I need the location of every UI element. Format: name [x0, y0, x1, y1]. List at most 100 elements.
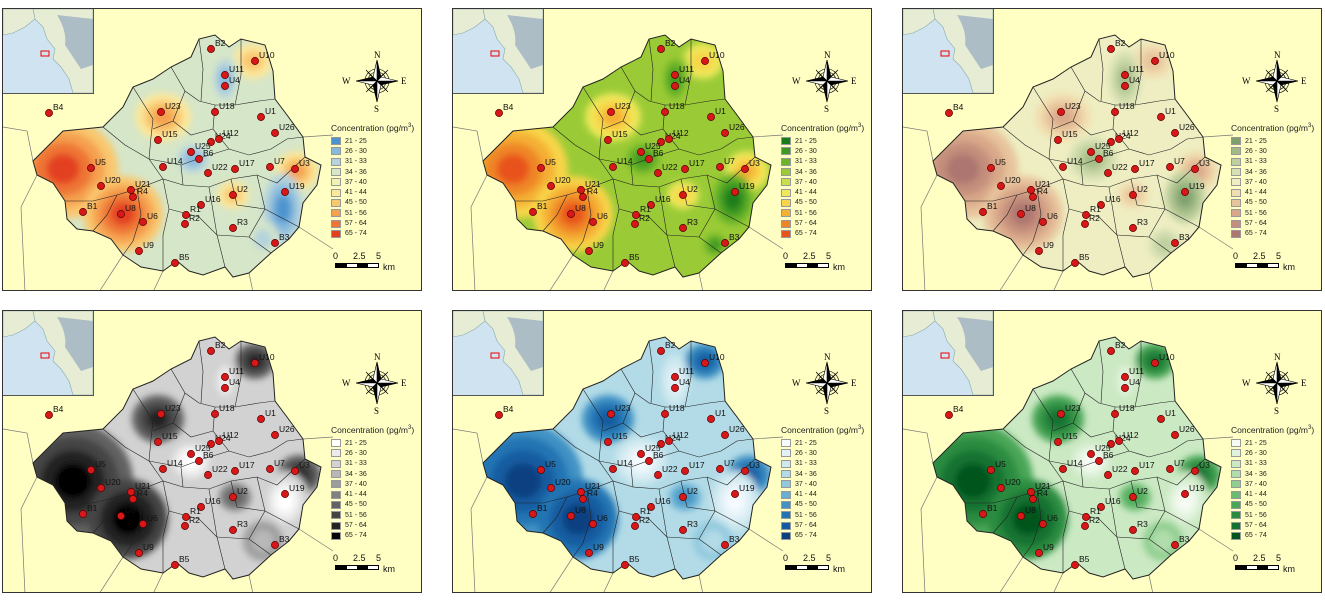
station-marker	[632, 211, 640, 219]
legend-label: 21 - 25	[795, 137, 817, 145]
station-label: U1	[265, 106, 276, 116]
station-label: U19	[739, 483, 755, 493]
legend-item: 37 - 40	[331, 177, 421, 187]
station-label: R1	[640, 506, 651, 516]
station-label: U4	[229, 75, 240, 85]
legend-label: 65 - 74	[1245, 532, 1267, 540]
station-marker	[281, 188, 289, 196]
station-marker	[207, 45, 215, 53]
station-marker	[579, 193, 587, 201]
legend-label: 45 - 50	[345, 199, 367, 207]
station-label: B3	[729, 232, 740, 242]
station-marker	[204, 169, 212, 177]
concentration-legend: Concentration (pg/m3) 21 - 25 26 - 30 31 - …	[331, 425, 421, 541]
station-marker	[1027, 488, 1035, 496]
station-label: U10	[259, 352, 275, 362]
station-label: U7	[1174, 458, 1185, 468]
station-label: U17	[1139, 460, 1155, 470]
station-marker	[229, 224, 237, 232]
legend-label: 37 - 40	[1245, 178, 1267, 186]
legend-swatch	[781, 480, 791, 489]
legend-item: 26 - 30	[1231, 146, 1321, 156]
legend-item: 34 - 36	[1231, 469, 1321, 479]
compass-s: S	[1274, 406, 1279, 415]
station-marker	[1171, 129, 1179, 137]
station-label: U21	[1035, 481, 1051, 491]
scale-mid: 2.5	[803, 553, 816, 563]
station-marker	[211, 108, 219, 116]
legend-swatch	[331, 480, 341, 489]
station-marker	[1157, 113, 1165, 121]
compass-s: S	[824, 406, 829, 415]
station-marker	[87, 164, 95, 172]
station-marker	[1107, 45, 1115, 53]
legend-label: 26 - 30	[345, 147, 367, 155]
legend-item: 45 - 50	[1231, 198, 1321, 208]
legend-swatch	[331, 459, 341, 468]
station-label: U20	[555, 175, 571, 185]
legend-label: 37 - 40	[345, 178, 367, 186]
station-label: U8	[1025, 505, 1036, 515]
station-label: U2	[237, 184, 248, 194]
legend-label: 57 - 64	[1245, 220, 1267, 228]
station-label: U1	[1165, 106, 1176, 116]
locator-inset	[3, 311, 94, 396]
station-marker	[1104, 169, 1112, 177]
scale-bar: 0 2.5 5 km	[1233, 251, 1321, 272]
compass-s: S	[824, 104, 829, 113]
station-label: R4	[1037, 186, 1048, 196]
legend-item: 65 - 74	[781, 229, 871, 239]
legend-swatch	[781, 459, 791, 468]
station-label: U11	[679, 366, 694, 376]
station-marker	[1081, 220, 1089, 228]
station-marker	[291, 165, 299, 173]
station-label: R3	[1137, 217, 1148, 227]
legend-label: 45 - 50	[1245, 199, 1267, 207]
station-marker	[681, 165, 689, 173]
station-marker	[607, 108, 615, 116]
station-marker	[1131, 467, 1139, 475]
legend-label: 37 - 40	[795, 178, 817, 186]
legend-label: 37 - 40	[795, 480, 817, 488]
station-label: U12	[1123, 128, 1139, 138]
compass-n: N	[374, 352, 381, 362]
station-marker	[1111, 410, 1119, 418]
scale-end: 5	[1276, 251, 1282, 261]
station-label: U5	[545, 459, 556, 469]
legend-label: 41 - 44	[1245, 189, 1267, 197]
legend-label: 21 - 25	[1245, 137, 1267, 145]
station-marker	[657, 440, 665, 448]
legend-swatch	[781, 198, 791, 207]
legend-label: 31 - 33	[1245, 460, 1267, 468]
compass-w: W	[342, 76, 351, 86]
station-marker	[567, 512, 575, 520]
station-marker	[127, 186, 135, 194]
legend-item: 41 - 44	[1231, 489, 1321, 499]
seoul-boundary	[932, 336, 1222, 580]
station-marker	[45, 109, 53, 117]
station-label: U23	[615, 403, 631, 413]
station-label: U4	[679, 377, 690, 387]
station-label: U21	[585, 179, 601, 189]
station-label: U20	[1005, 175, 1021, 185]
station-label: B1	[537, 201, 548, 211]
scale-mid: 2.5	[353, 553, 366, 563]
station-marker	[1054, 438, 1062, 446]
scale-unit: km	[383, 262, 395, 272]
legend-swatch	[781, 490, 791, 499]
scale-unit: km	[1283, 262, 1295, 272]
station-label: U22	[1112, 464, 1128, 474]
station-marker	[229, 493, 237, 501]
station-label: U8	[575, 505, 586, 515]
station-label: U17	[239, 460, 255, 470]
station-marker	[1059, 465, 1067, 473]
seoul-boundary	[32, 336, 322, 580]
station-label: U20	[555, 477, 571, 487]
station-label: B3	[279, 232, 290, 242]
legend-swatch	[781, 219, 791, 228]
station-marker	[1039, 520, 1047, 528]
station-label: U12	[223, 430, 239, 440]
legend-label: 65 - 74	[345, 230, 367, 238]
station-marker	[79, 510, 87, 518]
